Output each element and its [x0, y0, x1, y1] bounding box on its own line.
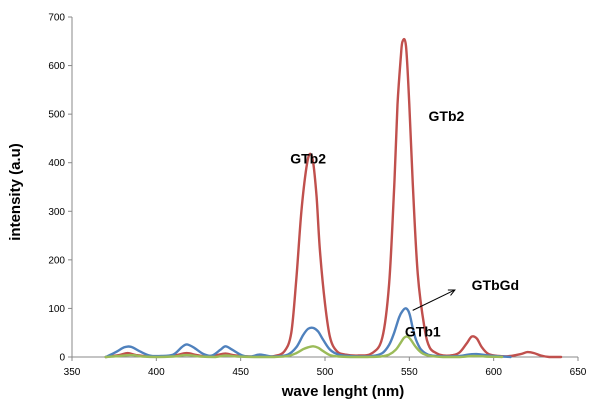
x-axis-label: wave lenght (nm): [281, 383, 405, 400]
x-tick-label: 350: [64, 367, 81, 378]
x-tick-label: 650: [570, 367, 587, 378]
x-tick-label: 450: [232, 367, 249, 378]
y-tick-label: 200: [48, 255, 65, 266]
annotations: GTb2 GTb2 GTbGd GTb1: [290, 108, 519, 340]
y-tick-label: 700: [48, 13, 65, 24]
annotation-arrow-head: [447, 289, 456, 296]
y-tick-label: 600: [48, 61, 65, 72]
y-tick-label: 0: [59, 353, 65, 364]
series-line-2: [104, 307, 512, 359]
y-tick-label: 500: [48, 110, 65, 121]
x-tick-label: 550: [401, 367, 418, 378]
annotation-label: GTbGd: [472, 277, 519, 293]
y-tick-label: 100: [48, 304, 65, 315]
annotation-label: GTb1: [405, 324, 441, 340]
series-line-3: [104, 335, 504, 359]
series-group: [104, 37, 563, 359]
y-axis-label: intensity (a.u): [7, 143, 24, 241]
y-tick-label: 300: [48, 207, 65, 218]
annotation-label: GTb2: [429, 108, 465, 124]
x-tick-label: 400: [148, 367, 165, 378]
annotation-label: GTb2: [290, 151, 326, 167]
annotation-arrow-line: [412, 289, 456, 311]
series-line-1: [104, 37, 563, 359]
x-tick-label: 500: [317, 367, 334, 378]
x-tick-label: 600: [485, 367, 502, 378]
y-tick-label: 400: [48, 158, 65, 169]
